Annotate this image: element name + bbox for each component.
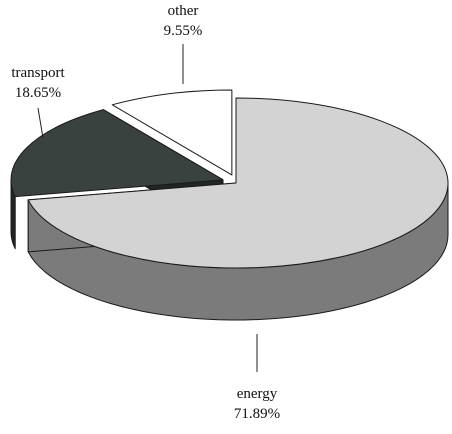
slice-top-transport <box>10 109 224 198</box>
slice-top-energy <box>27 97 449 269</box>
slice-value-transport: 18.65% <box>15 85 61 101</box>
slice-value-energy: 71.89% <box>234 406 280 422</box>
slice-label-other: other <box>168 3 199 19</box>
pie-top-layer <box>10 89 449 269</box>
slice-labels: energy 71.89% transport 18.65% other 9.55% <box>11 3 280 422</box>
slice-label-transport: transport <box>11 65 65 81</box>
leader-line-transport <box>37 107 44 139</box>
slice-value-other: 9.55% <box>164 23 203 39</box>
slice-label-energy: energy <box>237 386 278 402</box>
slice-top-other <box>111 89 233 176</box>
leader-lines <box>37 44 258 372</box>
